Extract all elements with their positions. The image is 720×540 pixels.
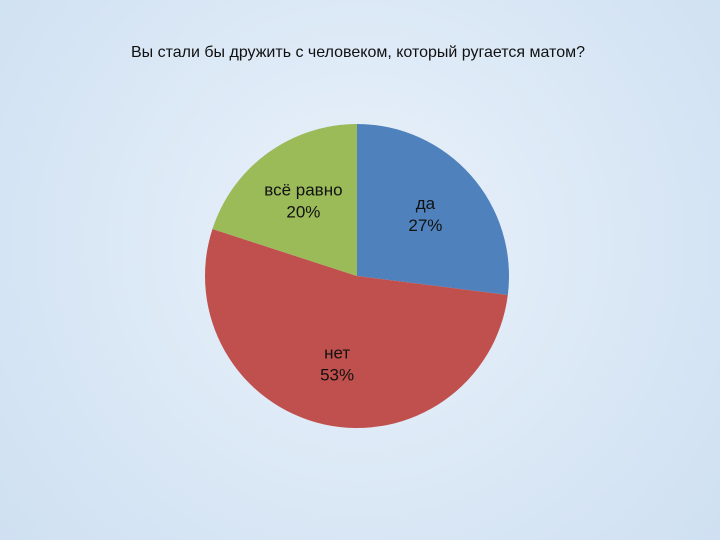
- pie-slice: [204, 229, 508, 429]
- pie-slice: [357, 124, 509, 296]
- slice-value-label: 20%: [286, 203, 320, 222]
- slice-value-label: 27%: [408, 216, 442, 235]
- slice-category-label: да: [416, 194, 436, 213]
- chart-title: Вы стали бы дружить с человеком, который…: [131, 44, 585, 61]
- pie-slice: [212, 124, 357, 276]
- slice-category-label: нет: [324, 343, 350, 362]
- slice-category-label: всё равно: [264, 181, 342, 200]
- slice-value-label: 53%: [320, 365, 354, 384]
